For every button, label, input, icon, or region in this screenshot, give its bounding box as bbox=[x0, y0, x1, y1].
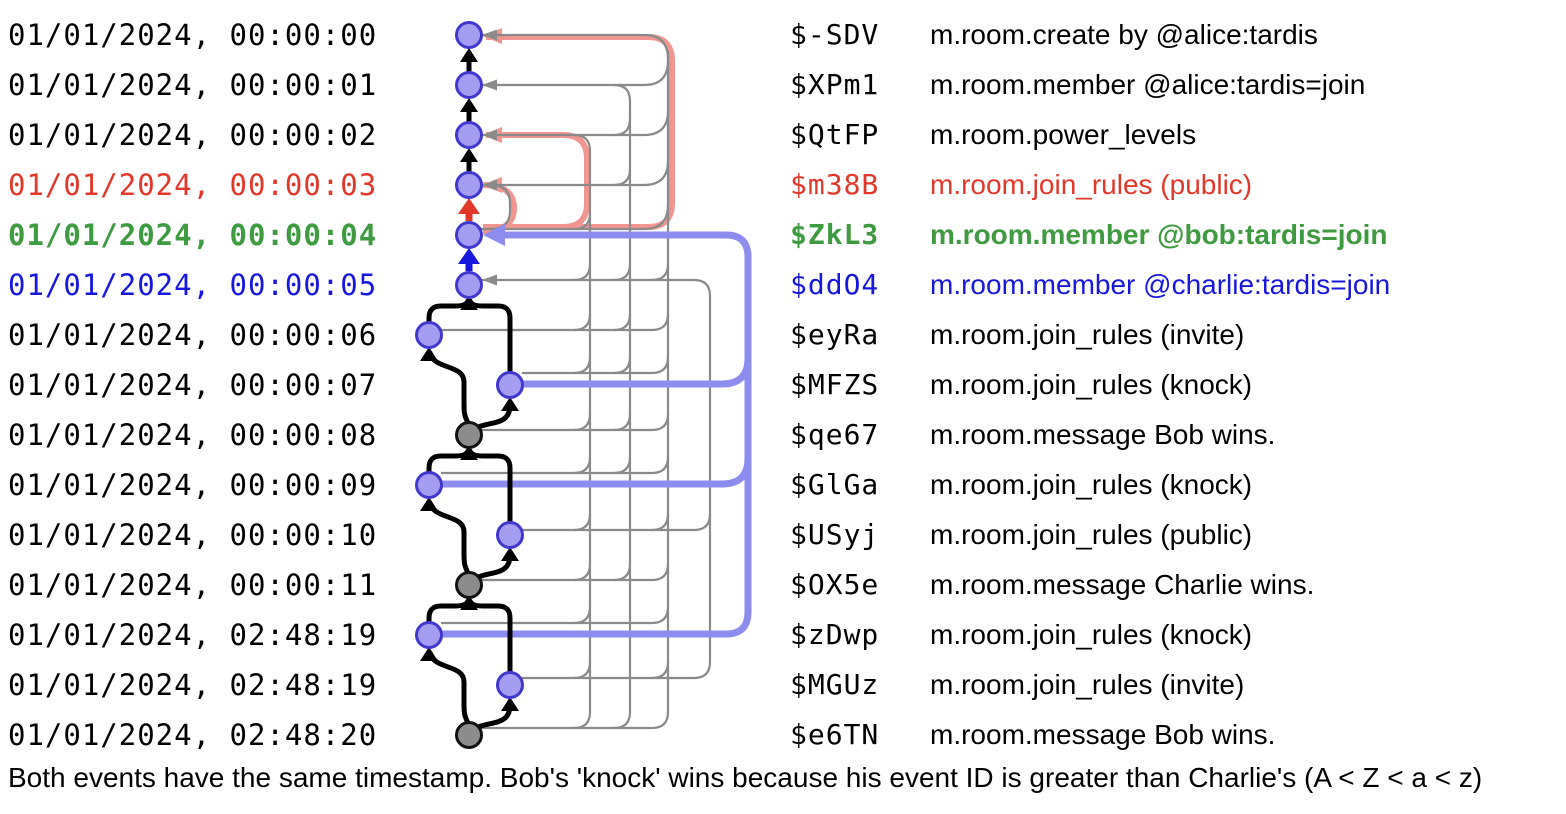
event-timestamp: 01/01/2024, 00:00:07 bbox=[8, 368, 378, 402]
event-timestamp: 01/01/2024, 00:00:03 bbox=[8, 168, 378, 202]
event-row[interactable]: 01/01/2024, 00:00:08 $qe67 m.room.messag… bbox=[0, 417, 1566, 453]
event-timestamp: 01/01/2024, 02:48:19 bbox=[8, 618, 378, 652]
event-row[interactable]: 01/01/2024, 00:00:02 $QtFP m.room.power_… bbox=[0, 117, 1566, 153]
event-row[interactable]: 01/01/2024, 00:00:04 $ZkL3 m.room.member… bbox=[0, 217, 1566, 253]
event-id: $USyj bbox=[790, 518, 880, 551]
event-nodes bbox=[415, 21, 524, 749]
dag-node-3[interactable] bbox=[455, 121, 483, 149]
event-timestamp: 01/01/2024, 00:00:10 bbox=[8, 518, 378, 552]
event-row[interactable]: 01/01/2024, 00:00:07 $MFZS m.room.join_r… bbox=[0, 367, 1566, 403]
dag-node-6[interactable] bbox=[455, 271, 483, 299]
event-timestamp: 01/01/2024, 00:00:04 bbox=[8, 218, 378, 252]
dag-node-12[interactable] bbox=[455, 571, 483, 599]
dag-node-2[interactable] bbox=[455, 71, 483, 99]
event-id: $ddO4 bbox=[790, 268, 880, 301]
event-description: m.room.member @alice:tardis=join bbox=[930, 69, 1366, 100]
event-timestamp: 01/01/2024, 00:00:06 bbox=[8, 318, 378, 352]
event-description: m.room.join_rules (invite) bbox=[930, 319, 1245, 350]
event-id: $QtFP bbox=[790, 118, 880, 151]
dag-node-11[interactable] bbox=[496, 521, 524, 549]
event-id: $OX5e bbox=[790, 568, 880, 601]
event-id: $-SDV bbox=[790, 18, 880, 51]
event-row[interactable]: 01/01/2024, 00:00:01 $XPm1 m.room.member… bbox=[0, 67, 1566, 103]
event-description: m.room.message Charlie wins. bbox=[930, 569, 1315, 600]
event-description: m.room.member @bob:tardis=join bbox=[930, 219, 1388, 250]
event-row[interactable]: 01/01/2024, 00:00:09 $GlGa m.room.join_r… bbox=[0, 467, 1566, 503]
dag-node-5[interactable] bbox=[455, 221, 483, 249]
dag-node-8[interactable] bbox=[496, 371, 524, 399]
event-timestamp: 01/01/2024, 00:00:09 bbox=[8, 468, 378, 502]
event-timestamp: 01/01/2024, 00:00:11 bbox=[8, 568, 378, 602]
salmon-edge-to-power-levels bbox=[483, 132, 590, 230]
lavender-arrowhead bbox=[483, 224, 505, 246]
event-timestamp: 01/01/2024, 00:00:02 bbox=[8, 118, 378, 152]
auth-edges-gray bbox=[441, 33, 712, 730]
event-timestamp: 01/01/2024, 02:48:19 bbox=[8, 668, 378, 702]
event-id: $e6TN bbox=[790, 718, 880, 751]
lavender-edge-mfzs bbox=[522, 357, 752, 388]
event-description: m.room.join_rules (public) bbox=[930, 519, 1253, 550]
event-description: m.room.join_rules (knock) bbox=[930, 619, 1253, 650]
event-timestamp: 01/01/2024, 02:48:20 bbox=[8, 718, 378, 752]
event-row[interactable]: 01/01/2024, 00:00:11 $OX5e m.room.messag… bbox=[0, 567, 1566, 603]
event-id: $ZkL3 bbox=[790, 218, 880, 251]
blue-next-edge bbox=[458, 248, 480, 271]
event-timestamp: 01/01/2024, 00:00:08 bbox=[8, 418, 378, 452]
event-row[interactable]: 01/01/2024, 02:48:20 $e6TN m.room.messag… bbox=[0, 717, 1566, 753]
event-row[interactable]: 01/01/2024, 00:00:10 $USyj m.room.join_r… bbox=[0, 517, 1566, 553]
event-id: $MFZS bbox=[790, 368, 880, 401]
event-description: m.room.member @charlie:tardis=join bbox=[930, 269, 1391, 300]
gray-arrowheads bbox=[482, 29, 497, 286]
dag-node-14[interactable] bbox=[496, 671, 524, 699]
lavender-edge-glga bbox=[441, 457, 752, 488]
selected-ref-edges-lavender bbox=[441, 231, 752, 638]
event-id: $qe67 bbox=[790, 418, 880, 451]
event-id: $m38B bbox=[790, 168, 880, 201]
event-description: m.room.join_rules (knock) bbox=[930, 369, 1253, 400]
event-timestamp: 01/01/2024, 00:00:00 bbox=[8, 18, 378, 52]
event-description: m.room.message Bob wins. bbox=[930, 719, 1276, 750]
event-id: $XPm1 bbox=[790, 68, 880, 101]
dag-node-1[interactable] bbox=[455, 21, 483, 49]
dag-node-15[interactable] bbox=[455, 721, 483, 749]
caption: Both events have the same timestamp. Bob… bbox=[8, 762, 1483, 793]
dag-node-13[interactable] bbox=[415, 621, 443, 649]
black-arrowheads bbox=[420, 48, 519, 711]
red-prev-edge bbox=[458, 198, 480, 221]
event-description: m.room.create by @alice:tardis bbox=[930, 19, 1318, 50]
dag-node-4[interactable] bbox=[455, 171, 483, 199]
event-description: m.room.power_levels bbox=[930, 119, 1197, 150]
event-row[interactable]: 01/01/2024, 00:00:00 $-SDV m.room.create… bbox=[0, 17, 1566, 53]
event-row[interactable]: 01/01/2024, 00:00:03 $m38B m.room.join_r… bbox=[0, 167, 1566, 203]
event-row[interactable]: 01/01/2024, 02:48:19 $zDwp m.room.join_r… bbox=[0, 617, 1566, 653]
dag-node-9[interactable] bbox=[455, 421, 483, 449]
dag-node-7[interactable] bbox=[415, 321, 443, 349]
lavender-edge-zdwp bbox=[441, 231, 752, 638]
event-row[interactable]: 01/01/2024, 00:00:05 $ddO4 m.room.member… bbox=[0, 267, 1566, 303]
event-row[interactable]: 01/01/2024, 02:48:19 $MGUz m.room.join_r… bbox=[0, 667, 1566, 703]
event-id: $MGUz bbox=[790, 668, 880, 701]
dag-node-10[interactable] bbox=[415, 471, 443, 499]
event-id: $GlGa bbox=[790, 468, 880, 501]
event-description: m.room.message Bob wins. bbox=[930, 419, 1276, 450]
event-timestamp: 01/01/2024, 00:00:01 bbox=[8, 68, 378, 102]
event-description: m.room.join_rules (invite) bbox=[930, 669, 1245, 700]
event-description: m.room.join_rules (knock) bbox=[930, 469, 1253, 500]
event-timestamp: 01/01/2024, 00:00:05 bbox=[8, 268, 378, 302]
event-id: $zDwp bbox=[790, 618, 880, 651]
event-description: m.room.join_rules (public) bbox=[930, 169, 1253, 200]
event-row[interactable]: 01/01/2024, 00:00:06 $eyRa m.room.join_r… bbox=[0, 317, 1566, 353]
event-id: $eyRa bbox=[790, 318, 880, 351]
